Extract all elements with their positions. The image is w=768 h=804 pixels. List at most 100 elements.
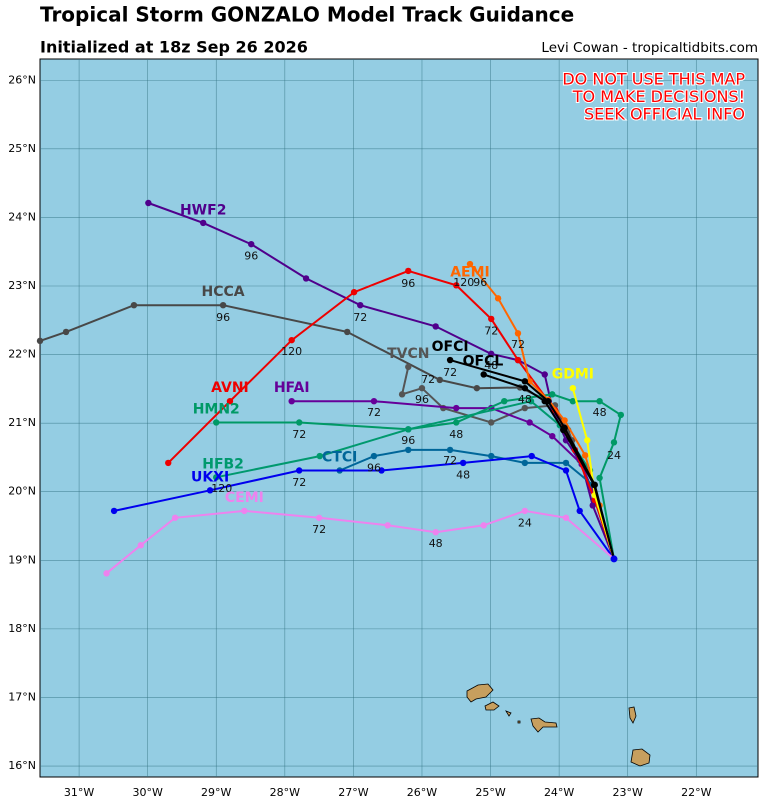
hour-label: 96 [367,461,381,474]
track-point [561,417,568,424]
track-point [213,419,220,426]
y-tick-label: 24°N [8,210,36,223]
track-name: TVCN [387,346,429,362]
storm-position [610,555,618,563]
hour-label: 96 [401,434,415,447]
credit: Levi Cowan - tropicaltidbits.com [541,40,758,56]
track-point [581,452,589,459]
y-tick-label: 25°N [8,142,36,155]
hour-label: 24 [518,516,532,529]
track-point [576,507,583,515]
x-tick-label: 22°W [681,786,711,799]
y-tick-label: 23°N [8,279,36,292]
track-point [171,514,179,521]
track-point [584,437,591,444]
hour-label: 96 [415,393,429,406]
track-point [521,507,529,515]
track-point [617,411,625,419]
track-point [226,397,234,405]
track-point [248,240,255,248]
x-tick-label: 31°W [64,786,94,799]
hour-label: 96 [216,311,230,324]
track-point [103,570,110,577]
hour-label: 96 [473,276,487,289]
tracks [36,199,625,577]
track-point [488,315,495,323]
y-tick-label: 17°N [8,690,36,703]
island [628,706,637,724]
hour-label: 48 [484,359,498,372]
x-tick-label: 23°W [613,786,643,799]
hour-label: 96 [401,277,415,290]
track-point [541,371,548,378]
track-point [528,452,535,460]
track-point [494,295,502,302]
track-point [370,452,378,460]
track-point [549,391,556,398]
hour-label: 120 [453,276,474,289]
x-tick-label: 30°W [132,786,162,799]
track-point [596,474,603,482]
track-point [137,542,145,549]
hour-label: 48 [456,468,470,481]
hour-label: 24 [607,449,621,462]
y-tick-label: 20°N [8,485,36,498]
track-point [357,301,364,309]
islands [466,683,651,767]
track-point [315,514,323,521]
hour-label: 120 [281,345,302,358]
track-point [453,282,460,289]
track-point [302,275,310,282]
track-point [206,487,214,494]
ocean [39,58,759,778]
hour-label: 72 [484,324,498,337]
warning-line: SEEK OFFICIAL INFO [584,105,745,124]
track-point [405,426,412,433]
track-point [521,384,529,392]
track-point [296,419,303,426]
track-point [316,452,323,460]
track-point [488,452,495,460]
track-point [526,419,533,426]
track-name: OFCI [432,339,469,355]
y-tick-label: 21°N [8,416,36,429]
track-point [418,384,426,392]
hour-label: 72 [511,338,525,351]
track-name: CEMI [225,490,264,506]
track-point [521,459,529,467]
track-point [560,426,567,434]
track-point [527,397,535,405]
hour-label: 72 [421,373,435,386]
hour-label: 72 [443,454,457,467]
track-point [110,507,118,515]
hour-label: 72 [312,523,326,536]
track-point [241,507,248,515]
track-point [200,219,207,227]
island [505,710,512,717]
track-point [446,356,454,364]
island [530,717,558,733]
track-point [130,301,138,309]
x-tick-label: 29°W [201,786,231,799]
x-tick-label: 26°W [407,786,437,799]
warning-line: TO MAKE DECISIONS! [572,87,745,106]
track-point [384,522,391,529]
track-point [590,481,598,489]
track-point [541,397,548,405]
track-name: CTCI [322,449,357,465]
island [630,748,651,767]
island [466,683,494,703]
title: Tropical Storm GONZALO Model Track Guida… [40,3,574,27]
track-point [288,336,295,344]
track-line [483,373,615,560]
subtitle: Initialized at 18z Sep 26 2026 [40,38,308,57]
track-point [405,446,412,454]
track-name: UKXI [191,469,229,485]
track-point [514,356,522,364]
island [517,720,521,724]
track-point [344,328,351,336]
y-tick-label: 16°N [8,759,36,772]
